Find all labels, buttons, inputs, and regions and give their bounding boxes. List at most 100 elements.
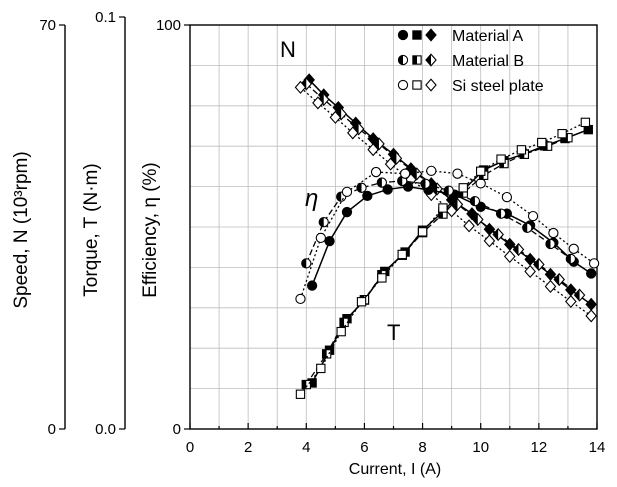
data-point <box>475 178 486 189</box>
data-point <box>533 257 545 272</box>
data-point <box>301 258 312 269</box>
data-point <box>557 128 567 139</box>
data-point <box>516 145 527 155</box>
data-point <box>495 208 507 219</box>
data-point <box>382 184 393 195</box>
data-point <box>472 212 484 227</box>
data-point <box>426 165 437 176</box>
data-point <box>501 191 513 203</box>
data-point <box>316 363 326 374</box>
data-point <box>362 190 373 202</box>
torque-axis-top-label: 0.1 <box>95 9 116 26</box>
data-point <box>565 253 576 265</box>
grid <box>190 25 597 429</box>
legend-marker <box>425 28 437 42</box>
x-tick-label: 14 <box>589 439 606 456</box>
legend-marker <box>397 29 409 41</box>
series-efficiency-material-b <box>301 175 576 269</box>
series-line <box>311 128 589 384</box>
data-point <box>377 273 387 283</box>
legend: Material A Material B Si steel plate <box>397 28 544 95</box>
legend-entry: Material A <box>397 28 523 45</box>
data-point <box>496 154 506 164</box>
data-point <box>438 203 448 213</box>
series-torque-si-steel-plate <box>295 117 591 399</box>
data-point <box>545 238 556 250</box>
data-point <box>512 242 525 257</box>
legend-marker <box>425 53 437 67</box>
legend-marker <box>425 78 437 92</box>
data-point <box>324 235 335 247</box>
data-point <box>524 264 536 279</box>
axes <box>59 16 598 430</box>
data-point <box>347 126 359 140</box>
data-point <box>585 297 597 311</box>
curve-label-torque: T <box>387 320 400 345</box>
data-point <box>370 166 382 178</box>
series-speed-si-steel-plate <box>294 80 597 323</box>
x-tick-label: 8 <box>418 439 426 456</box>
data-point <box>585 309 597 323</box>
legend-marker <box>412 80 422 90</box>
data-point <box>580 117 591 128</box>
data-point <box>568 243 579 254</box>
legend-marker <box>412 55 422 65</box>
legend-marker <box>397 79 409 91</box>
legend-label: Material A <box>452 28 523 45</box>
data-point <box>336 326 346 337</box>
data-point <box>527 210 539 222</box>
efficiency-axis-bottom-label: 0 <box>173 421 181 438</box>
data-point <box>384 157 397 171</box>
data-point <box>295 293 306 305</box>
data-point <box>544 267 557 281</box>
data-point <box>548 227 559 239</box>
data-point <box>294 80 307 94</box>
data-point <box>417 227 428 237</box>
series-line <box>300 86 592 317</box>
data-point <box>356 182 367 193</box>
torque-axis-bottom-label: 0.0 <box>95 421 116 438</box>
legend-marker <box>412 30 422 40</box>
data-point <box>356 297 367 307</box>
legend-entry: Material B <box>397 53 524 70</box>
curve-label-efficiency: η <box>305 185 318 212</box>
data-point <box>367 143 379 157</box>
data-point <box>553 272 565 287</box>
data-point <box>376 177 388 188</box>
data-point <box>306 280 318 291</box>
data-point <box>503 249 516 264</box>
legend-marker <box>397 54 409 66</box>
speed-axis-top-label: 70 <box>39 17 56 34</box>
efficiency-axis-label: Efficiency, η (%) <box>140 162 161 298</box>
data-point <box>321 349 332 359</box>
data-point <box>466 207 478 221</box>
data-point <box>443 185 454 196</box>
x-tick-label: 4 <box>302 439 310 456</box>
x-axis-label: Current, I (A) <box>349 461 441 478</box>
data-point <box>573 288 586 302</box>
data-point <box>399 168 411 179</box>
x-tick-label: 10 <box>472 439 489 456</box>
series-speed-material-b <box>300 77 586 302</box>
x-tick-label: 12 <box>531 439 548 456</box>
data-point <box>522 222 533 233</box>
data-point <box>458 183 468 193</box>
data-point <box>312 96 324 110</box>
legend-entry: Si steel plate <box>397 78 544 95</box>
legend-label: Si steel plate <box>452 78 544 95</box>
data-point <box>410 167 423 181</box>
curve-label-speed: N <box>280 37 296 62</box>
data-point <box>483 234 496 248</box>
data-point <box>318 217 329 228</box>
x-tick-label: 0 <box>186 439 194 456</box>
series-line <box>299 121 586 395</box>
data-point <box>492 227 504 242</box>
data-point <box>315 232 326 244</box>
data-point <box>537 137 547 148</box>
data-point <box>469 195 481 207</box>
x-tick-label: 6 <box>360 439 368 456</box>
series-efficiency-si-steel-plate <box>295 165 600 305</box>
data-point <box>476 166 486 176</box>
